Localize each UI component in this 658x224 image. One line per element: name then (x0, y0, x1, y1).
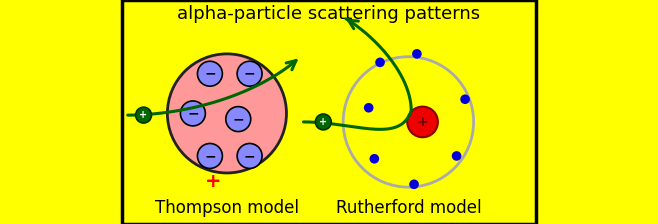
Text: +: + (319, 117, 328, 127)
Text: Rutherford model: Rutherford model (336, 199, 481, 217)
Circle shape (180, 101, 205, 126)
Circle shape (364, 103, 374, 113)
Circle shape (197, 61, 222, 86)
Circle shape (407, 107, 438, 137)
Circle shape (461, 95, 470, 104)
Circle shape (409, 179, 419, 189)
Text: −: − (187, 106, 199, 121)
Ellipse shape (167, 54, 286, 173)
Circle shape (315, 114, 331, 130)
Text: +: + (417, 115, 428, 129)
Circle shape (375, 58, 385, 67)
Text: −: − (204, 67, 216, 81)
Circle shape (412, 49, 422, 59)
Text: +: + (139, 110, 147, 120)
Circle shape (370, 154, 379, 164)
Circle shape (237, 61, 262, 86)
Text: alpha-particle scattering patterns: alpha-particle scattering patterns (178, 5, 480, 23)
Text: −: − (232, 112, 244, 126)
Circle shape (237, 144, 262, 168)
Text: +: + (205, 172, 221, 191)
Circle shape (197, 144, 222, 168)
Circle shape (226, 107, 251, 131)
Text: Thompson model: Thompson model (155, 199, 299, 217)
Circle shape (452, 151, 461, 161)
Circle shape (343, 57, 474, 187)
Text: −: − (244, 67, 255, 81)
Text: −: − (204, 149, 216, 163)
Text: −: − (244, 149, 255, 163)
Circle shape (136, 107, 151, 123)
